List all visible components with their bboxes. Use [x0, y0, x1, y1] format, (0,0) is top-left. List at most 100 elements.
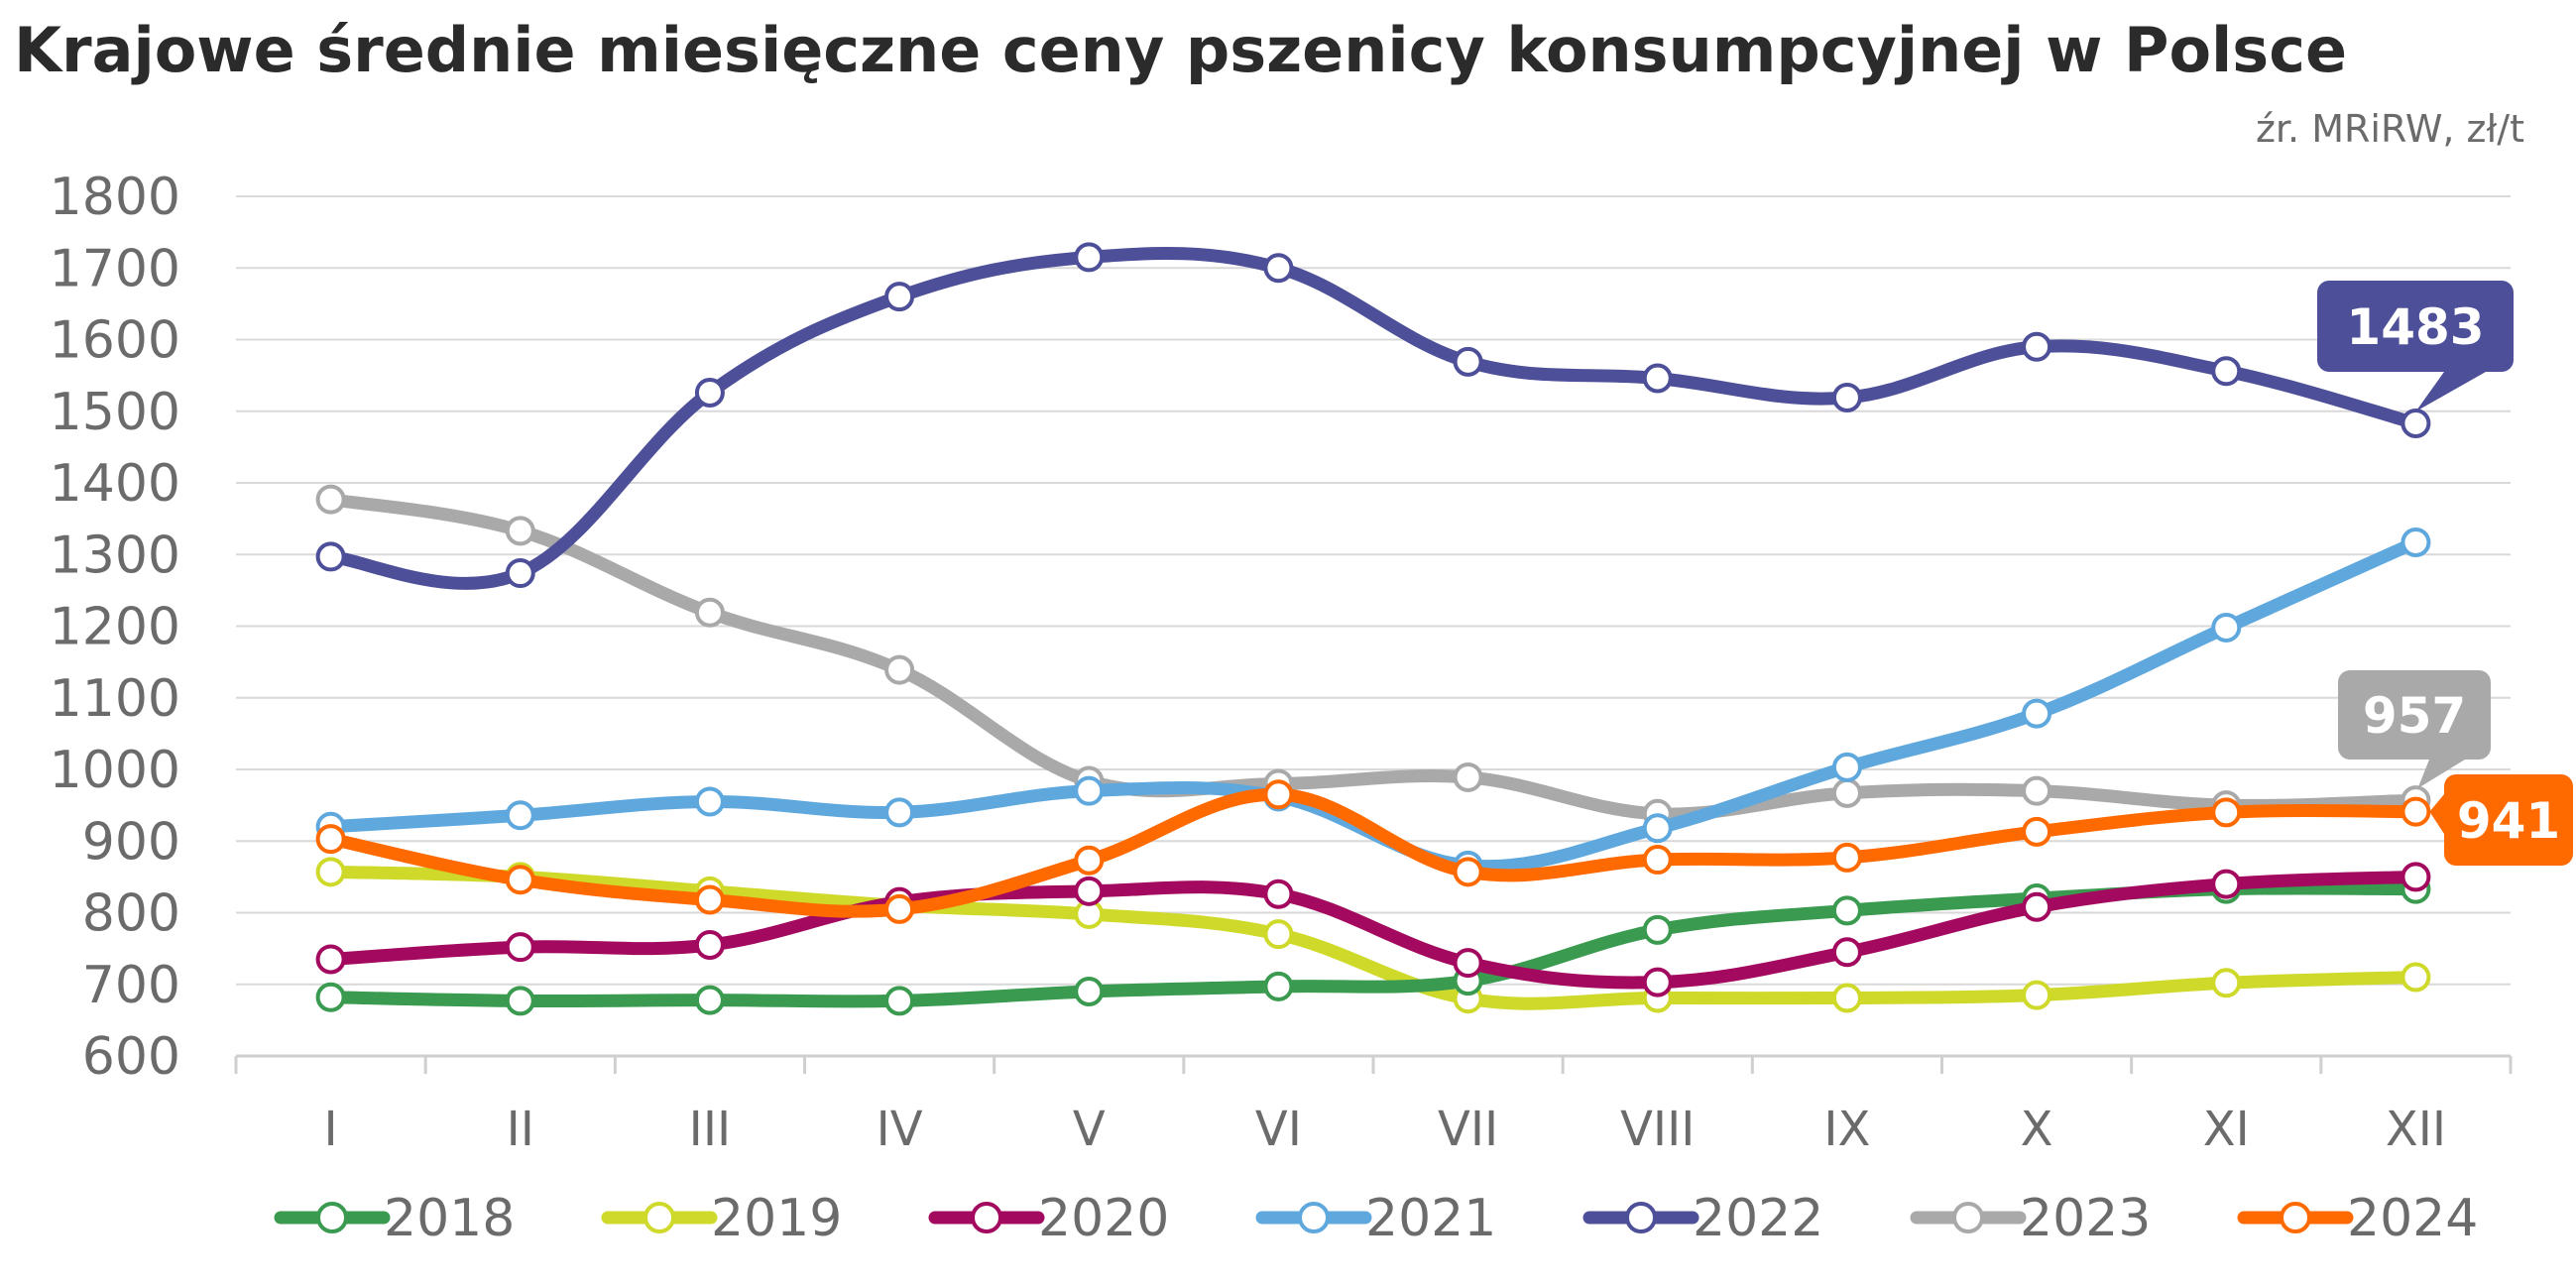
- x-tick-label: XII: [2386, 1102, 2446, 1157]
- data-point-2024-VI: [1263, 779, 1294, 810]
- legend-item-2024: 2024: [2237, 1189, 2478, 1248]
- data-point-2022-X: [2022, 331, 2052, 362]
- data-point-2020-XII: [2400, 862, 2431, 892]
- x-tick-label: V: [1073, 1102, 1106, 1157]
- data-point-2023-IV: [884, 654, 915, 685]
- x-tick-label: IV: [877, 1102, 923, 1157]
- data-point-2018-VI: [1263, 971, 1294, 1001]
- y-tick-label: 1700: [50, 239, 180, 298]
- data-point-2021-V: [1074, 775, 1105, 806]
- data-point-2024-V: [1074, 845, 1105, 876]
- series-lines: [315, 242, 2431, 1016]
- callout-2024: 941: [2429, 774, 2573, 866]
- callout-tail-2023: [2417, 760, 2465, 789]
- y-axis: 600 700 800 900 1000 1100 1200 1300 1400 1500 1600…: [50, 168, 180, 1087]
- data-point-2022-VIII: [1642, 363, 1673, 394]
- data-point-2022-II: [505, 558, 535, 589]
- series-line-2019: [324, 865, 2422, 1010]
- series-line-2020: [324, 870, 2422, 990]
- y-tick-label: 700: [82, 956, 180, 1015]
- callout-label-2024: 941: [2457, 792, 2560, 850]
- legend-marker-2022: [1625, 1202, 1657, 1233]
- data-point-2021-III: [694, 786, 725, 817]
- y-tick-label: 1400: [50, 454, 180, 514]
- y-tick-label: 1300: [50, 526, 180, 585]
- data-point-2021-IX: [1831, 752, 1862, 782]
- y-tick-label: 1800: [50, 168, 180, 227]
- x-axis: I II III IV V VI VII VIII IX X XI XII: [234, 1054, 2513, 1157]
- callout-tail-2022: [2415, 372, 2486, 412]
- legend-label-2024: 2024: [2347, 1189, 2478, 1248]
- data-point-2020-VIII: [1642, 967, 1673, 997]
- legend-marker-2018: [316, 1202, 348, 1233]
- series-line-2022: [324, 247, 2422, 590]
- legend-label-2021: 2021: [1365, 1189, 1496, 1248]
- chart-title: Krajowe średnie miesięczne ceny pszenicy…: [14, 14, 2348, 86]
- data-point-2022-IX: [1831, 383, 1862, 413]
- data-point-2021-XII: [2400, 527, 2431, 557]
- x-tick-label: IX: [1823, 1102, 1870, 1157]
- y-tick-label: 600: [82, 1027, 180, 1087]
- data-point-2020-VII: [1453, 948, 1483, 979]
- x-tick-label: VIII: [1620, 1102, 1695, 1157]
- data-point-2021-II: [505, 800, 535, 831]
- data-point-2022-V: [1074, 242, 1105, 273]
- data-point-2018-I: [315, 982, 346, 1012]
- grid-lines: [236, 195, 2511, 1057]
- data-point-2024-IV: [884, 893, 915, 924]
- legend-item-2018: 2018: [274, 1189, 515, 1248]
- data-point-2018-IV: [884, 986, 915, 1016]
- data-point-2019-X: [2022, 980, 2052, 1010]
- legend-marker-2020: [971, 1202, 1002, 1233]
- y-tick-label: 1200: [50, 598, 180, 657]
- data-point-2021-X: [2022, 698, 2052, 729]
- data-point-2024-IX: [1831, 842, 1862, 873]
- callouts: 1483 957 941: [2317, 281, 2573, 866]
- data-point-2020-I: [315, 944, 346, 975]
- callout-tail-2024: [2429, 794, 2444, 834]
- data-point-2020-IX: [1831, 937, 1862, 968]
- legend-item-2023: 2023: [1910, 1189, 2151, 1248]
- legend-item-2019: 2019: [601, 1189, 842, 1248]
- legend-marker-2024: [2280, 1202, 2311, 1233]
- data-point-2024-XI: [2211, 797, 2242, 828]
- y-tick-label: 1600: [50, 311, 180, 371]
- callout-2023: 957: [2338, 670, 2491, 789]
- data-point-2020-X: [2022, 891, 2052, 922]
- data-point-2023-IX: [1831, 777, 1862, 808]
- data-point-2020-III: [694, 930, 725, 961]
- callout-box-2023: [2338, 670, 2491, 760]
- data-point-2019-I: [315, 857, 346, 887]
- data-point-2023-VII: [1453, 761, 1483, 792]
- data-point-2018-III: [694, 985, 725, 1015]
- data-point-2019-VI: [1263, 919, 1294, 950]
- legend-item-2022: 2022: [1582, 1189, 1823, 1248]
- x-tick-label: XI: [2203, 1102, 2250, 1157]
- data-point-2023-X: [2022, 775, 2052, 806]
- data-point-2024-III: [694, 884, 725, 915]
- data-point-2022-VI: [1263, 253, 1294, 284]
- x-tick-label: II: [507, 1102, 534, 1157]
- series-line-2023: [324, 493, 2422, 821]
- data-point-2023-I: [315, 484, 346, 515]
- data-point-2018-II: [505, 986, 535, 1016]
- x-tick-label: X: [2021, 1102, 2053, 1157]
- data-point-2019-XI: [2211, 968, 2242, 998]
- chart-source-note: źr. MRiRW, zł/t: [2255, 107, 2524, 151]
- callout-2022: 1483: [2317, 281, 2514, 412]
- legend-label-2020: 2020: [1038, 1189, 1169, 1248]
- legend-marker-2023: [1952, 1202, 1984, 1233]
- data-point-2022-XI: [2211, 356, 2242, 387]
- callout-box-2024: [2444, 774, 2573, 866]
- data-point-2022-I: [315, 541, 346, 572]
- x-tick-label: III: [689, 1102, 731, 1157]
- y-tick-label: 900: [82, 812, 180, 872]
- legend: 2018 2019 2020 2021 2022 2023 2024: [274, 1189, 2478, 1248]
- series-2024: [315, 779, 2431, 924]
- legend-item-2021: 2021: [1255, 1189, 1496, 1248]
- data-point-2022-XII: [2400, 409, 2431, 439]
- data-point-2020-II: [505, 932, 535, 963]
- data-point-2022-IV: [884, 282, 915, 312]
- callout-box-2022: [2317, 281, 2514, 372]
- callout-label-2023: 957: [2363, 687, 2466, 745]
